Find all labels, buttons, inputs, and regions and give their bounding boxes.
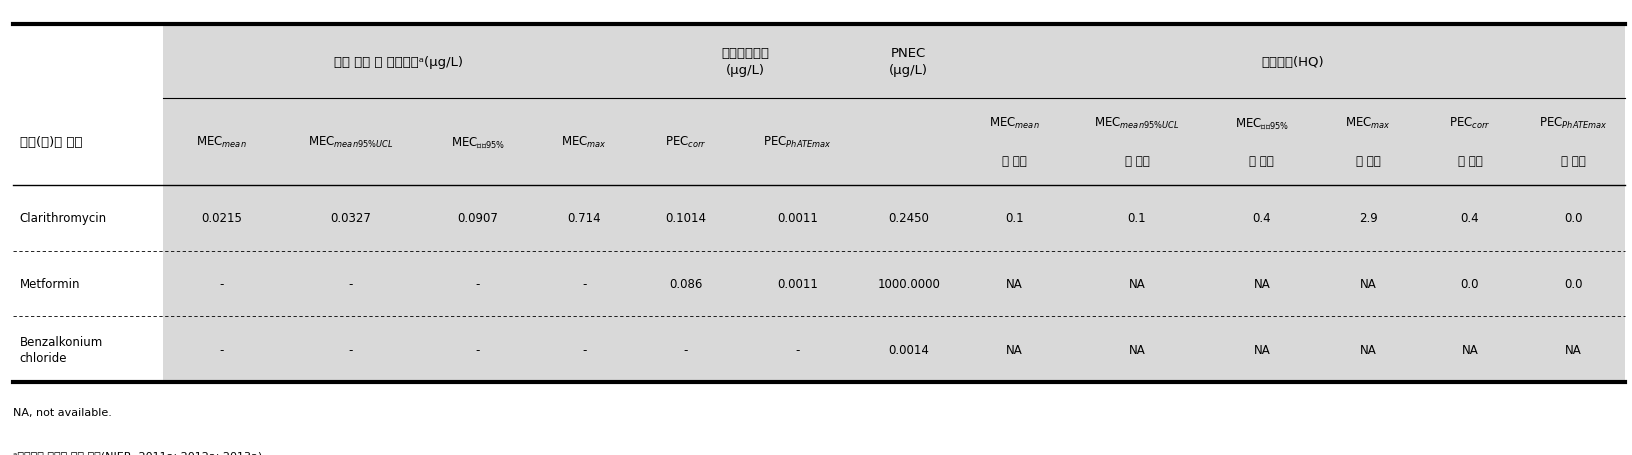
Text: 에 근거: 에 근거: [1457, 155, 1482, 168]
Bar: [421, 25, 534, 382]
Text: MEC$_{mean}$: MEC$_{mean}$: [196, 135, 246, 150]
Text: 0.4: 0.4: [1459, 212, 1479, 225]
Text: 2.9: 2.9: [1358, 212, 1377, 225]
Text: 에 근거: 에 근거: [1002, 155, 1027, 168]
Text: 0.0215: 0.0215: [201, 212, 242, 225]
Text: 0.1: 0.1: [1005, 212, 1023, 225]
Text: NA: NA: [1005, 343, 1022, 356]
Text: PNEC
(μg/L): PNEC (μg/L): [889, 47, 929, 77]
Text: 0.0: 0.0: [1563, 278, 1581, 290]
Text: NA: NA: [1461, 343, 1477, 356]
Text: MEC$_{상위95\%}$: MEC$_{상위95\%}$: [1234, 116, 1288, 131]
Bar: [857, 25, 960, 382]
Text: -: -: [795, 343, 800, 356]
Text: 0.0327: 0.0327: [330, 212, 370, 225]
Text: -: -: [348, 278, 353, 290]
Text: 의약(외)품 성분: 의약(외)품 성분: [20, 136, 82, 149]
Text: -: -: [475, 278, 480, 290]
Text: 0.0011: 0.0011: [777, 278, 818, 290]
Text: 0.086: 0.086: [669, 278, 702, 290]
Text: PEC$_{PhATEmax}$: PEC$_{PhATEmax}$: [762, 135, 831, 150]
Text: MEC$_{상위95\%}$: MEC$_{상위95\%}$: [450, 135, 504, 150]
Text: -: -: [475, 343, 480, 356]
Text: NA: NA: [1253, 343, 1270, 356]
Text: PEC$_{corr}$: PEC$_{corr}$: [664, 135, 707, 150]
Bar: [1204, 25, 1317, 382]
Text: 0.1: 0.1: [1128, 212, 1146, 225]
Text: MEC$_{max}$: MEC$_{max}$: [1345, 116, 1390, 131]
Text: MEC$_{mean95\%UCL}$: MEC$_{mean95\%UCL}$: [307, 135, 393, 150]
Text: MEC$_{mean}$: MEC$_{mean}$: [989, 116, 1040, 131]
Text: -: -: [219, 278, 224, 290]
Text: NA: NA: [1563, 343, 1581, 356]
Text: -: -: [684, 343, 687, 356]
Text: 0.2450: 0.2450: [888, 212, 929, 225]
Bar: [738, 25, 857, 382]
Text: NA, not available.: NA, not available.: [13, 408, 113, 417]
Text: 예측환경농도
(μg/L): 예측환경농도 (μg/L): [721, 47, 769, 77]
Bar: [279, 25, 421, 382]
Text: 0.0907: 0.0907: [457, 212, 498, 225]
Text: NA: NA: [1005, 278, 1022, 290]
Text: NA: NA: [1128, 343, 1144, 356]
Text: MEC$_{mean95\%UCL}$: MEC$_{mean95\%UCL}$: [1093, 116, 1178, 131]
Text: 에 근거: 에 근거: [1560, 155, 1585, 168]
Text: NA: NA: [1359, 343, 1376, 356]
Bar: [1521, 25, 1624, 382]
Text: -: -: [581, 278, 586, 290]
Text: 0.1014: 0.1014: [664, 212, 705, 225]
Text: -: -: [219, 343, 224, 356]
Bar: [163, 25, 279, 382]
Text: 0.714: 0.714: [566, 212, 601, 225]
Text: 0.0: 0.0: [1461, 278, 1479, 290]
Text: 에 근거: 에 근거: [1124, 155, 1149, 168]
Text: 에 근거: 에 근거: [1248, 155, 1273, 168]
Bar: [1067, 25, 1204, 382]
Bar: [960, 25, 1067, 382]
Text: ᵃ우리나라 지표수 실측 수준(NIER, 2011a; 2012a; 2013a).: ᵃ우리나라 지표수 실측 수준(NIER, 2011a; 2012a; 2013…: [13, 450, 266, 455]
Text: 국내 환경 중 실측농도ᵃ(μg/L): 국내 환경 중 실측농도ᵃ(μg/L): [335, 56, 463, 69]
Text: -: -: [581, 343, 586, 356]
Text: 유해지수(HQ): 유해지수(HQ): [1260, 56, 1324, 69]
Bar: [1418, 25, 1521, 382]
Text: 0.0011: 0.0011: [777, 212, 818, 225]
Text: NA: NA: [1128, 278, 1144, 290]
Text: Benzalkonium
chloride: Benzalkonium chloride: [20, 335, 103, 364]
Text: -: -: [348, 343, 353, 356]
Text: 0.4: 0.4: [1252, 212, 1270, 225]
Bar: [534, 25, 633, 382]
Text: Metformin: Metformin: [20, 278, 80, 290]
Text: PEC$_{PhATEmax}$: PEC$_{PhATEmax}$: [1537, 116, 1606, 131]
Text: PEC$_{corr}$: PEC$_{corr}$: [1448, 116, 1490, 131]
Text: NA: NA: [1253, 278, 1270, 290]
Text: NA: NA: [1359, 278, 1376, 290]
Text: 1000.0000: 1000.0000: [876, 278, 940, 290]
Text: 0.0014: 0.0014: [888, 343, 929, 356]
Text: MEC$_{max}$: MEC$_{max}$: [561, 135, 607, 150]
Bar: [633, 25, 738, 382]
Bar: [1317, 25, 1418, 382]
Text: Clarithromycin: Clarithromycin: [20, 212, 106, 225]
Text: 에 근거: 에 근거: [1355, 155, 1381, 168]
Text: 0.0: 0.0: [1563, 212, 1581, 225]
